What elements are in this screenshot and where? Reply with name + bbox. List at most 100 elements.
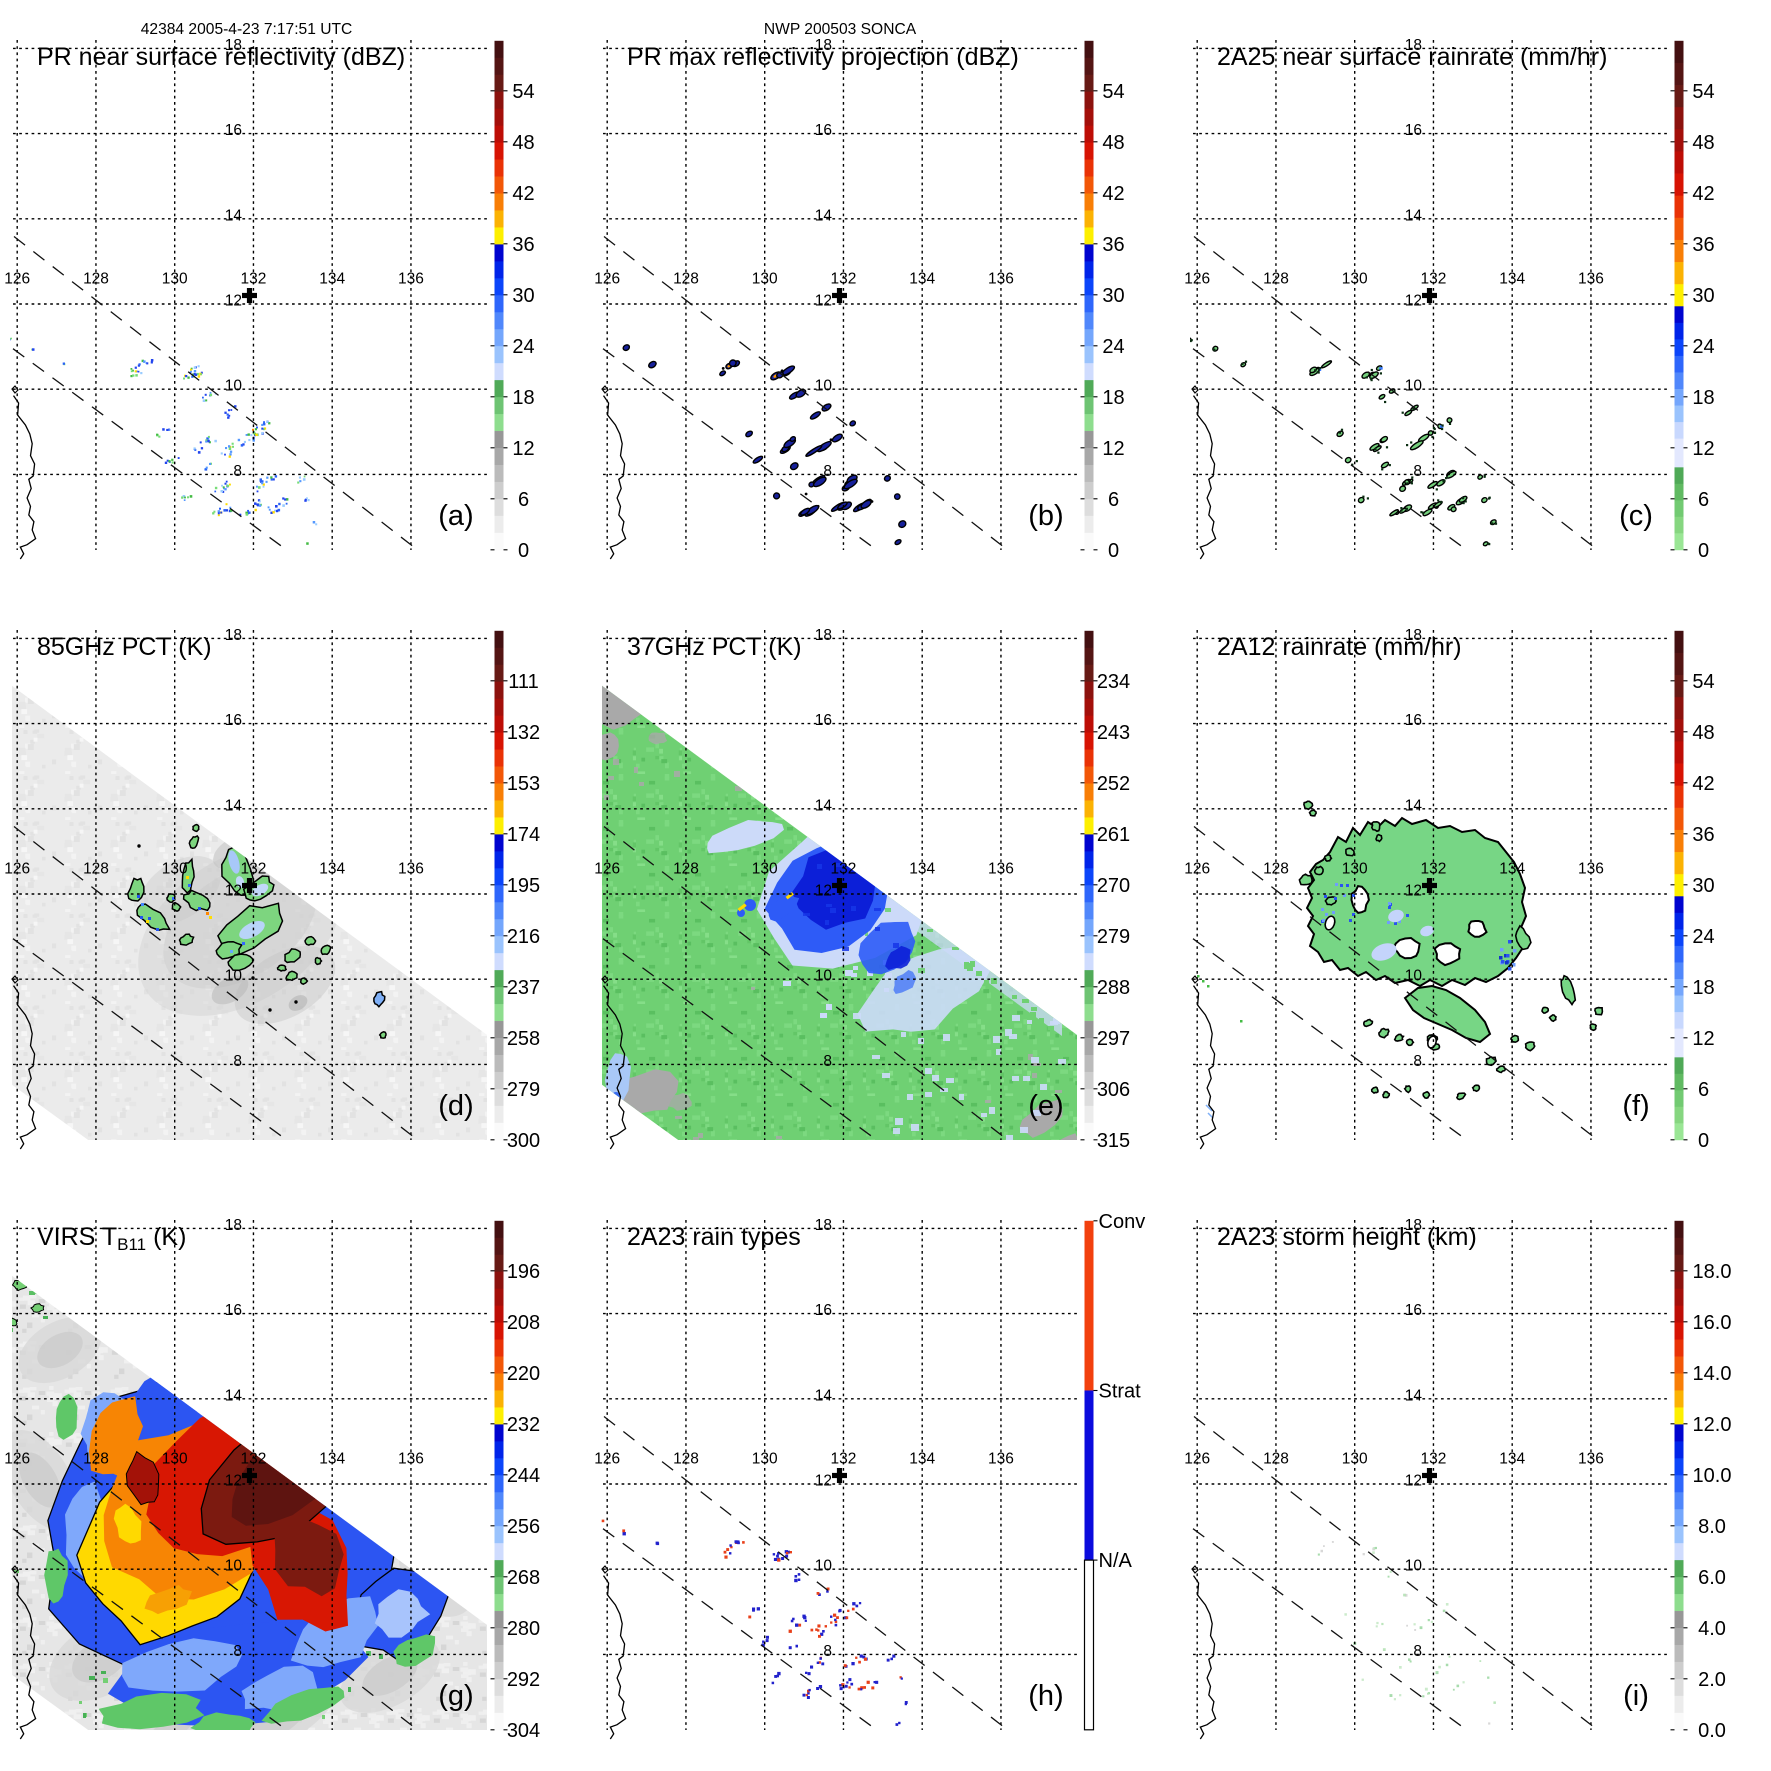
svg-text:261: 261 [1097,824,1130,846]
svg-text:16.0: 16.0 [1693,1312,1732,1334]
svg-text:134: 134 [909,1451,935,1468]
svg-text:(e): (e) [1028,1090,1063,1122]
svg-text:18: 18 [225,1217,242,1234]
svg-text:8: 8 [823,1053,832,1070]
svg-text:(b): (b) [1028,500,1063,532]
svg-text:18: 18 [1405,37,1422,54]
svg-text:37GHz PCT (K): 37GHz PCT (K) [627,633,802,661]
svg-text:10: 10 [815,1558,833,1575]
svg-text:PR near surface reflectivity (: PR near surface reflectivity (dBZ) [37,43,405,71]
svg-text:10: 10 [1405,1558,1423,1575]
svg-text:300: 300 [507,1130,540,1152]
svg-text:208: 208 [507,1312,540,1334]
svg-text:42384 2005-4-23 7:17:51 UTC: 42384 2005-4-23 7:17:51 UTC [141,21,353,38]
svg-text:279: 279 [1097,926,1130,948]
svg-text:258: 258 [507,1028,540,1050]
svg-text:2A23 rain types: 2A23 rain types [627,1223,801,1251]
svg-text:14: 14 [225,1387,243,1404]
svg-text:6: 6 [1698,489,1709,511]
svg-text:279: 279 [507,1079,540,1101]
svg-text:12: 12 [1692,1028,1714,1050]
svg-text:10: 10 [815,378,833,395]
svg-text:136: 136 [398,861,424,878]
svg-text:12: 12 [1405,883,1422,900]
svg-text:132: 132 [830,861,856,878]
svg-text:VIRS TB11 (K): VIRS TB11 (K) [37,1223,186,1254]
svg-text:128: 128 [1263,1451,1289,1468]
svg-text:14: 14 [815,797,833,814]
svg-text:237: 237 [507,977,540,999]
svg-text:6: 6 [1108,489,1119,511]
svg-text:126: 126 [4,271,30,288]
svg-text:Conv: Conv [1099,1211,1146,1233]
svg-text:14: 14 [225,207,243,224]
svg-text:130: 130 [162,1451,188,1468]
svg-text:8.0: 8.0 [1698,1516,1726,1538]
svg-text:10: 10 [1405,378,1423,395]
svg-text:24: 24 [512,336,534,358]
svg-text:18: 18 [1405,627,1422,644]
svg-text:36: 36 [1692,824,1714,846]
svg-text:8: 8 [1413,463,1422,480]
svg-text:132: 132 [240,271,266,288]
svg-text:0: 0 [1698,540,1709,562]
svg-text:111: 111 [508,671,538,693]
svg-text:0: 0 [1108,540,1119,562]
svg-text:136: 136 [988,1451,1014,1468]
svg-text:132: 132 [240,1451,266,1468]
svg-text:(d): (d) [438,1090,473,1122]
svg-text:8: 8 [233,463,242,480]
svg-text:304: 304 [507,1720,540,1742]
svg-text:(c): (c) [1619,500,1653,532]
svg-text:297: 297 [1097,1028,1130,1050]
svg-text:174: 174 [507,824,540,846]
svg-text:(i): (i) [1623,1680,1649,1712]
svg-text:128: 128 [83,271,109,288]
svg-text:18: 18 [1692,977,1714,999]
svg-text:136: 136 [988,271,1014,288]
svg-text:12: 12 [815,293,832,310]
svg-text:18.0: 18.0 [1693,1261,1732,1283]
svg-text:134: 134 [319,1451,345,1468]
svg-text:8: 8 [233,1053,242,1070]
svg-text:42: 42 [1692,183,1714,205]
svg-text:243: 243 [1097,722,1130,744]
svg-text:12: 12 [1692,438,1714,460]
svg-text:130: 130 [162,271,188,288]
svg-text:196: 196 [507,1261,540,1283]
svg-text:2A25 near surface rainrate (mm: 2A25 near surface rainrate (mm/hr) [1217,43,1607,71]
svg-text:132: 132 [830,1451,856,1468]
svg-text:16: 16 [1405,122,1422,139]
svg-text:14: 14 [225,797,243,814]
svg-text:134: 134 [909,861,935,878]
svg-text:30: 30 [512,285,534,307]
svg-text:126: 126 [1184,271,1210,288]
svg-text:8: 8 [1413,1643,1422,1660]
svg-text:136: 136 [988,861,1014,878]
svg-text:2A23 storm height (km): 2A23 storm height (km) [1217,1223,1477,1251]
svg-text:280: 280 [507,1618,540,1640]
svg-text:(h): (h) [1028,1680,1063,1712]
svg-text:12: 12 [1405,293,1422,310]
svg-text:244: 244 [507,1465,540,1487]
svg-text:10.0: 10.0 [1693,1465,1732,1487]
svg-text:(g): (g) [438,1680,473,1712]
svg-text:134: 134 [1499,861,1525,878]
svg-text:256: 256 [507,1516,540,1538]
svg-text:130: 130 [1342,1451,1368,1468]
svg-text:48: 48 [1692,132,1714,154]
svg-text:195: 195 [507,875,540,897]
svg-text:18: 18 [225,627,242,644]
svg-text:24: 24 [1692,336,1714,358]
svg-text:12: 12 [225,293,242,310]
svg-text:126: 126 [594,861,620,878]
svg-text:132: 132 [830,271,856,288]
svg-text:14: 14 [815,1387,833,1404]
svg-text:136: 136 [1578,861,1604,878]
svg-text:48: 48 [1102,132,1124,154]
svg-text:130: 130 [1342,861,1368,878]
svg-text:16: 16 [1405,1302,1422,1319]
svg-text:232: 232 [507,1414,540,1436]
svg-text:126: 126 [594,1451,620,1468]
svg-text:42: 42 [1692,773,1714,795]
